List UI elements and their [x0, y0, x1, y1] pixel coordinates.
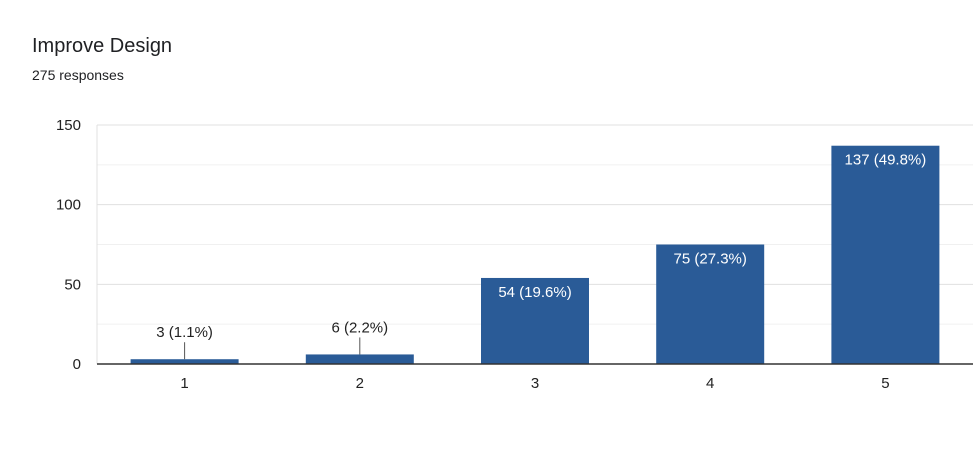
data-label: 75 (27.3%) — [674, 251, 747, 268]
x-tick-label: 4 — [706, 375, 714, 392]
chart-title: Improve Design — [32, 35, 173, 57]
data-label: 3 (1.1%) — [156, 324, 213, 341]
bar-1 — [130, 359, 239, 364]
x-tick-label: 3 — [531, 375, 539, 392]
response-count: 275 responses — [32, 67, 124, 83]
bar-5 — [831, 145, 940, 364]
y-tick-label: 150 — [56, 117, 81, 134]
data-label: 6 (2.2%) — [331, 319, 388, 336]
x-tick-label: 2 — [356, 375, 364, 392]
x-tick-label: 1 — [180, 375, 188, 392]
data-label: 54 (19.6%) — [498, 284, 571, 301]
chart-header: Improve Design 275 responses — [32, 33, 172, 84]
y-tick-label: 100 — [56, 197, 81, 214]
y-tick-label: 50 — [64, 276, 81, 293]
grid-lines — [96, 124, 973, 364]
axes: 0 50 100 150 1 2 3 4 5 — [56, 117, 973, 392]
data-label: 137 (49.8%) — [845, 152, 927, 169]
bar-3 — [481, 277, 589, 364]
data-labels: 3 (1.1%) 6 (2.2%) 54 (19.6%) 75 (27.3%) 137 … — [156, 152, 926, 360]
y-tick-label: 0 — [73, 356, 81, 373]
bar-2 — [305, 354, 414, 364]
bars — [130, 145, 940, 364]
x-tick-label: 5 — [881, 375, 889, 392]
bar-4 — [656, 244, 765, 364]
